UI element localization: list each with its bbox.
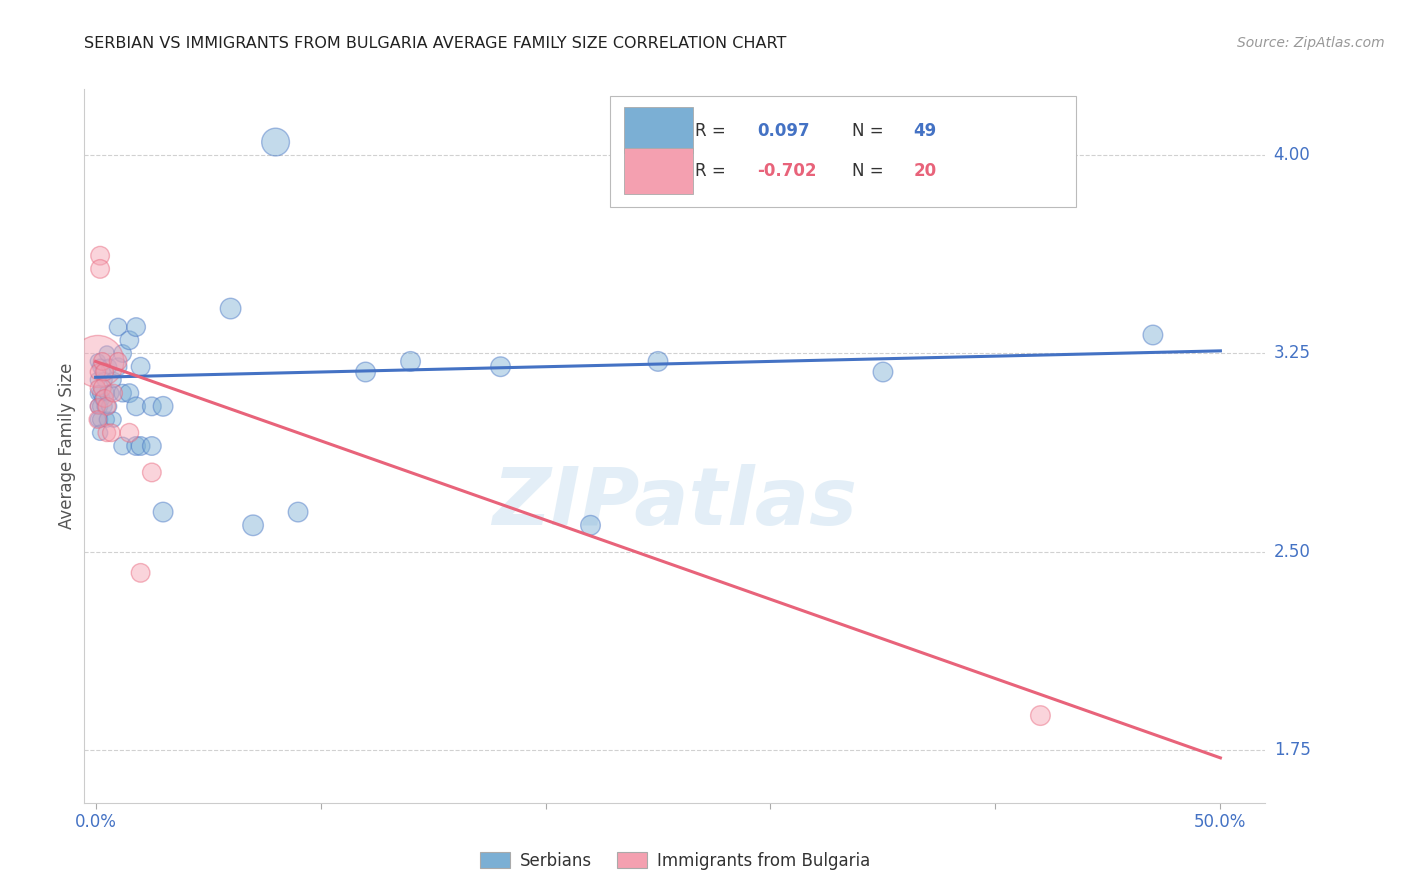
- Point: [152, 505, 174, 519]
- Point: [98, 359, 121, 374]
- Point: [103, 386, 125, 401]
- Text: N =: N =: [852, 121, 889, 139]
- Point: [87, 400, 110, 414]
- Point: [141, 466, 163, 480]
- Point: [98, 400, 121, 414]
- Point: [111, 346, 134, 360]
- Point: [152, 400, 174, 414]
- Point: [91, 392, 114, 406]
- Point: [111, 386, 134, 401]
- Point: [129, 359, 152, 374]
- Point: [399, 354, 422, 368]
- Text: 1.75: 1.75: [1274, 741, 1310, 759]
- Text: 4.00: 4.00: [1274, 146, 1310, 164]
- Point: [219, 301, 242, 316]
- Point: [111, 439, 134, 453]
- Point: [87, 354, 110, 368]
- Text: R =: R =: [695, 162, 731, 180]
- Point: [107, 354, 129, 368]
- Point: [87, 381, 110, 395]
- Text: ZIPatlas: ZIPatlas: [492, 464, 858, 542]
- FancyBboxPatch shape: [624, 148, 693, 194]
- Point: [242, 518, 264, 533]
- Point: [89, 386, 111, 401]
- Point: [129, 566, 152, 580]
- Point: [96, 386, 118, 401]
- Point: [125, 320, 148, 334]
- Point: [103, 373, 125, 387]
- Point: [87, 412, 110, 426]
- Point: [87, 365, 110, 379]
- Point: [103, 412, 125, 426]
- Point: [1029, 708, 1052, 723]
- Point: [96, 412, 118, 426]
- Point: [91, 381, 114, 395]
- Text: N =: N =: [852, 162, 889, 180]
- Point: [89, 412, 111, 426]
- Point: [93, 365, 115, 379]
- Point: [287, 505, 309, 519]
- Point: [87, 386, 110, 401]
- Point: [107, 320, 129, 334]
- Point: [1142, 328, 1164, 343]
- Y-axis label: Average Family Size: Average Family Size: [58, 363, 76, 529]
- Point: [96, 400, 118, 414]
- Point: [100, 386, 122, 401]
- Point: [125, 400, 148, 414]
- Point: [93, 373, 115, 387]
- Text: Source: ZipAtlas.com: Source: ZipAtlas.com: [1237, 36, 1385, 50]
- Point: [91, 365, 114, 379]
- FancyBboxPatch shape: [624, 107, 693, 153]
- Point: [118, 425, 141, 440]
- FancyBboxPatch shape: [610, 96, 1077, 207]
- Point: [125, 439, 148, 453]
- Point: [141, 439, 163, 453]
- Text: 2.50: 2.50: [1274, 542, 1310, 561]
- Point: [89, 359, 111, 374]
- Point: [96, 346, 118, 360]
- Text: R =: R =: [695, 121, 731, 139]
- Point: [647, 354, 669, 368]
- Text: SERBIAN VS IMMIGRANTS FROM BULGARIA AVERAGE FAMILY SIZE CORRELATION CHART: SERBIAN VS IMMIGRANTS FROM BULGARIA AVER…: [84, 36, 787, 51]
- Point: [141, 400, 163, 414]
- Point: [93, 400, 115, 414]
- Point: [87, 400, 110, 414]
- Text: -0.702: -0.702: [758, 162, 817, 180]
- Point: [354, 365, 377, 379]
- Point: [107, 359, 129, 374]
- Point: [89, 400, 111, 414]
- Point: [129, 439, 152, 453]
- Point: [96, 425, 118, 440]
- Legend: Serbians, Immigrants from Bulgaria: Serbians, Immigrants from Bulgaria: [472, 846, 877, 877]
- Point: [489, 359, 512, 374]
- Point: [89, 249, 111, 263]
- Point: [264, 135, 287, 149]
- Point: [118, 386, 141, 401]
- Text: 0.097: 0.097: [758, 121, 810, 139]
- Text: 3.25: 3.25: [1274, 344, 1310, 362]
- Point: [872, 365, 894, 379]
- Point: [93, 392, 115, 406]
- Point: [91, 354, 114, 368]
- Point: [87, 373, 110, 387]
- Point: [118, 333, 141, 347]
- Point: [89, 425, 111, 440]
- Point: [87, 354, 110, 368]
- Text: 49: 49: [914, 121, 936, 139]
- Point: [89, 261, 111, 276]
- Text: 20: 20: [914, 162, 936, 180]
- Point: [100, 425, 122, 440]
- Point: [87, 412, 110, 426]
- Point: [579, 518, 602, 533]
